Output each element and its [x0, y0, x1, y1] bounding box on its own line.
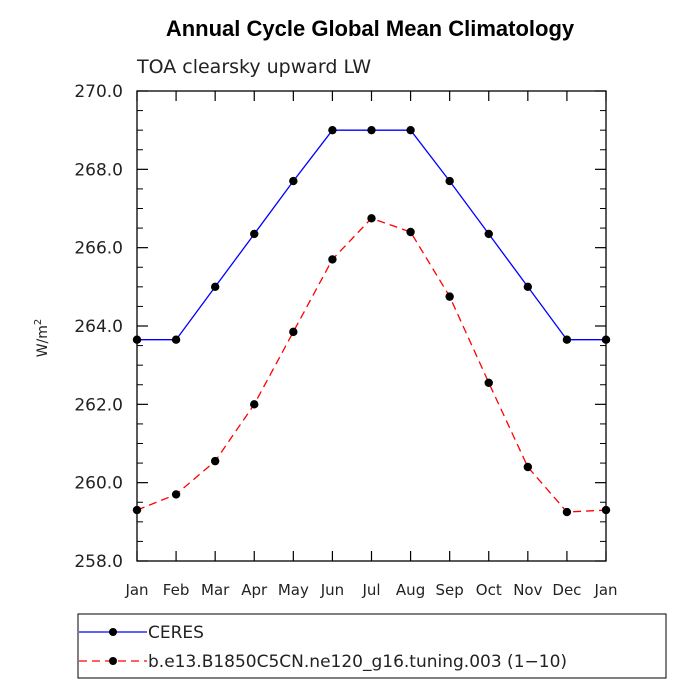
y-tick-label: 268.0	[74, 160, 123, 180]
x-tick-label: Jan	[124, 581, 148, 599]
legend-marker-model	[109, 657, 117, 665]
series-0-point	[367, 125, 376, 135]
series-1-point	[367, 214, 376, 223]
x-tick-label: Sep	[436, 581, 464, 599]
series-0-point	[523, 282, 533, 292]
x-tick-label: Oct	[476, 581, 502, 599]
x-tick-label: Aug	[396, 581, 425, 599]
series-1-point	[171, 490, 181, 499]
series-1-point	[562, 507, 572, 517]
y-axis-ticks: 258.0 260.0 262.0 264.0 266.0 268.0 270.0	[74, 82, 606, 572]
y-tick-label: 266.0	[74, 239, 123, 259]
chart-subtitle: TOA clearsky upward LW	[136, 56, 371, 78]
x-tick-label: May	[278, 581, 309, 599]
x-tick-label: Feb	[163, 581, 190, 599]
x-axis-ticks: Jan Feb Mar Apr May Jun Jul Aug Sep Oct Nov Dec Jan	[124, 91, 618, 599]
series-1-point	[328, 255, 337, 264]
x-tick-label: Jun	[320, 581, 344, 599]
series-0-point	[562, 335, 572, 344]
series-0-point	[289, 176, 298, 186]
series-0-point	[250, 229, 259, 239]
series-line-1	[136, 217, 607, 513]
series-1-point	[406, 227, 415, 237]
series-1-point	[289, 327, 298, 337]
legend: CERES b.e13.B1850C5CN.ne120_g16.tuning.0…	[77, 613, 667, 679]
x-tick-label: Jan	[593, 581, 617, 599]
x-tick-label: Dec	[552, 581, 581, 599]
series-0-point	[328, 125, 337, 135]
y-tick-label: 270.0	[74, 82, 123, 102]
series-0-point	[406, 125, 415, 135]
series-1-point	[210, 456, 220, 466]
series-layer	[132, 125, 611, 517]
x-tick-label: Apr	[241, 581, 268, 599]
x-tick-label: Jul	[361, 581, 380, 599]
series-0-point	[484, 229, 493, 239]
y-axis-label-text: W/m	[35, 325, 51, 357]
chart-title: Annual Cycle Global Mean Climatology	[166, 16, 575, 41]
legend-label-ceres: CERES	[148, 623, 204, 643]
series-0-point	[171, 335, 181, 344]
legend-box	[77, 613, 667, 679]
series-1-point	[250, 400, 259, 409]
series-1-point	[523, 462, 533, 472]
series-1-point	[445, 292, 454, 301]
y-tick-label: 262.0	[74, 395, 123, 415]
series-line-0	[137, 129, 606, 341]
y-tick-label: 264.0	[74, 317, 123, 337]
legend-marker-ceres	[109, 628, 117, 636]
series-1-point	[484, 378, 493, 387]
plot-frame	[136, 90, 607, 562]
y-axis-label-superscript: 2	[33, 319, 44, 325]
series-0-point	[445, 176, 454, 186]
x-tick-label: Nov	[513, 581, 542, 599]
x-tick-label: Mar	[201, 581, 230, 599]
y-tick-label: 258.0	[74, 552, 123, 572]
y-axis-label: W/m2	[33, 319, 51, 358]
series-0-point	[210, 282, 220, 292]
y-tick-label: 260.0	[74, 474, 123, 494]
legend-label-model: b.e13.B1850C5CN.ne120_g16.tuning.003 (1−…	[148, 652, 567, 672]
